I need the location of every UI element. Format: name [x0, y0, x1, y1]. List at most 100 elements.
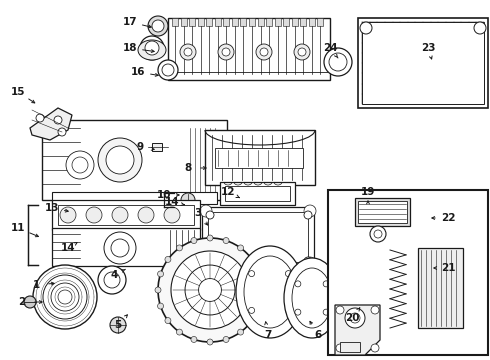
Circle shape — [43, 275, 87, 319]
Circle shape — [145, 41, 159, 55]
Text: 2: 2 — [19, 297, 25, 307]
Circle shape — [184, 48, 192, 56]
Circle shape — [323, 281, 329, 287]
Text: 24: 24 — [323, 43, 337, 53]
Circle shape — [58, 290, 72, 304]
Circle shape — [371, 306, 379, 314]
Circle shape — [24, 296, 36, 308]
Bar — [215, 18, 221, 26]
Bar — [241, 18, 246, 26]
Bar — [58, 205, 194, 225]
Circle shape — [66, 151, 94, 179]
Circle shape — [180, 44, 196, 60]
Text: 22: 22 — [441, 213, 455, 223]
Circle shape — [249, 256, 255, 262]
Circle shape — [155, 287, 161, 293]
Circle shape — [104, 232, 136, 264]
Text: 14: 14 — [61, 243, 75, 253]
Circle shape — [51, 283, 79, 311]
Circle shape — [171, 251, 249, 329]
Bar — [52, 200, 200, 230]
Text: 19: 19 — [361, 187, 375, 197]
Bar — [283, 18, 289, 26]
Bar — [172, 18, 178, 26]
Circle shape — [336, 344, 344, 352]
Circle shape — [371, 344, 379, 352]
Bar — [152, 143, 162, 151]
Circle shape — [249, 318, 255, 324]
Circle shape — [238, 329, 244, 335]
Polygon shape — [30, 108, 72, 140]
Bar — [223, 18, 229, 26]
Circle shape — [191, 337, 197, 342]
Circle shape — [200, 205, 212, 217]
Bar — [355, 198, 410, 226]
Circle shape — [152, 20, 164, 32]
Circle shape — [198, 279, 221, 301]
Circle shape — [112, 207, 128, 223]
Bar — [309, 18, 315, 26]
Polygon shape — [335, 305, 380, 355]
Text: 16: 16 — [131, 67, 145, 77]
Text: 3: 3 — [195, 208, 201, 218]
Text: 21: 21 — [441, 263, 455, 273]
Circle shape — [259, 287, 265, 293]
Bar — [206, 18, 212, 26]
Circle shape — [200, 257, 212, 269]
Circle shape — [162, 64, 174, 76]
Circle shape — [176, 329, 182, 335]
Bar — [340, 342, 360, 352]
Circle shape — [370, 226, 386, 242]
Circle shape — [304, 257, 312, 265]
Circle shape — [374, 230, 382, 238]
Text: 8: 8 — [184, 163, 192, 173]
Bar — [358, 18, 488, 108]
Ellipse shape — [236, 246, 304, 338]
Circle shape — [54, 116, 62, 124]
Circle shape — [248, 307, 255, 314]
Circle shape — [36, 114, 44, 122]
Circle shape — [304, 211, 312, 219]
Circle shape — [58, 128, 66, 136]
Circle shape — [185, 265, 235, 315]
Text: 20: 20 — [345, 313, 359, 323]
Bar — [52, 192, 217, 204]
Text: 18: 18 — [123, 43, 137, 53]
Circle shape — [223, 238, 229, 244]
Circle shape — [329, 53, 347, 71]
Circle shape — [360, 22, 372, 34]
Circle shape — [350, 313, 360, 323]
Bar — [42, 120, 227, 200]
Ellipse shape — [292, 268, 332, 328]
Bar — [275, 18, 281, 26]
Bar — [258, 18, 264, 26]
Text: 13: 13 — [45, 203, 59, 213]
Bar — [328, 190, 488, 355]
Circle shape — [165, 318, 171, 324]
Circle shape — [223, 337, 229, 342]
Circle shape — [324, 48, 352, 76]
Circle shape — [218, 44, 234, 60]
Circle shape — [69, 235, 83, 249]
Circle shape — [164, 207, 180, 223]
Circle shape — [148, 16, 168, 36]
Bar — [358, 201, 407, 223]
Circle shape — [304, 257, 316, 269]
Circle shape — [207, 339, 213, 345]
Circle shape — [323, 309, 329, 315]
Circle shape — [98, 266, 126, 294]
Bar — [202, 207, 314, 267]
Circle shape — [158, 60, 178, 80]
Ellipse shape — [284, 258, 340, 338]
Bar — [197, 18, 204, 26]
Text: 23: 23 — [421, 43, 435, 53]
Circle shape — [111, 239, 129, 257]
Circle shape — [474, 22, 486, 34]
Circle shape — [294, 44, 310, 60]
Circle shape — [206, 257, 214, 265]
Circle shape — [158, 271, 164, 277]
Circle shape — [138, 207, 154, 223]
Text: 10: 10 — [157, 190, 171, 200]
Circle shape — [33, 265, 97, 329]
Circle shape — [206, 211, 214, 219]
